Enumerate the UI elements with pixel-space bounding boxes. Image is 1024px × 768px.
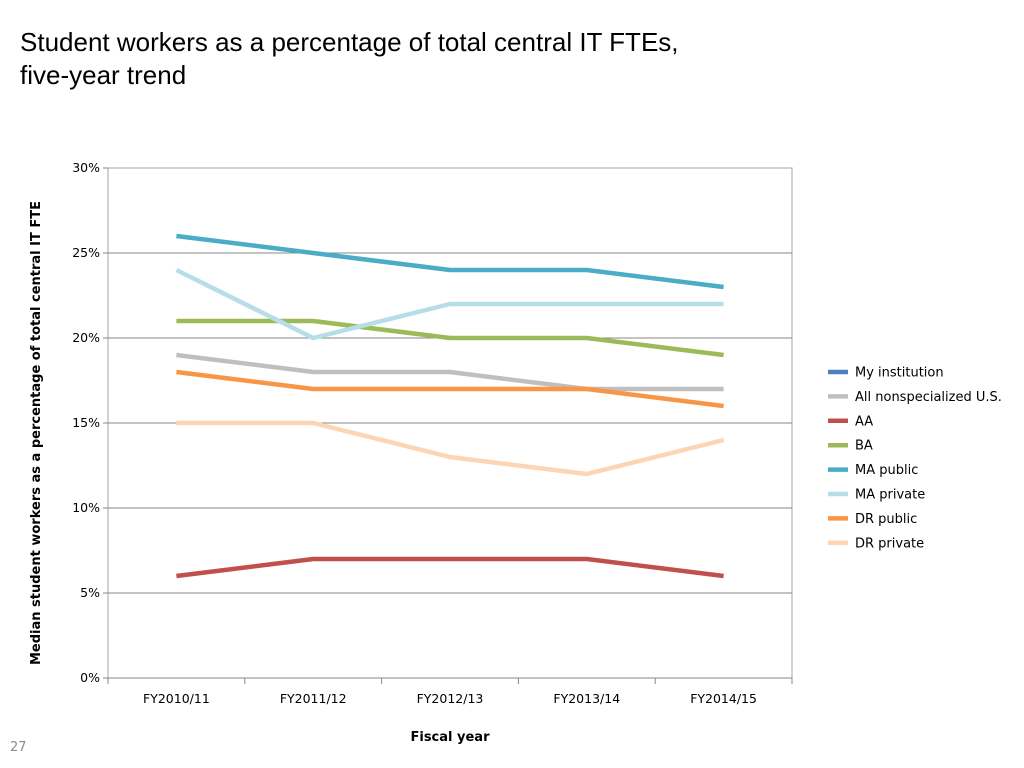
slide-title: Student workers as a percentage of total… <box>20 26 880 92</box>
x-axis-title: Fiscal year <box>410 730 490 745</box>
y-tick-label: 30% <box>72 160 100 175</box>
series-line-dr-private <box>176 420 725 477</box>
series-line-ba <box>176 318 724 358</box>
page-number: 27 <box>10 740 27 755</box>
x-tick-label: FY2010/11 <box>143 691 210 706</box>
slide-title-line-2: five-year trend <box>20 60 187 90</box>
y-tick-label: 10% <box>72 500 100 515</box>
y-tick-label: 5% <box>80 585 100 600</box>
series-line-aa <box>176 556 724 579</box>
slide-title-line-1: Student workers as a percentage of total… <box>20 27 679 57</box>
series-line-ma-private <box>175 267 724 341</box>
y-tick-label: 15% <box>72 415 100 430</box>
x-tick-label: FY2012/13 <box>417 691 484 706</box>
y-tick-label: 0% <box>80 670 100 685</box>
legend-label-all-nonspecialized-u-s: All nonspecialized U.S. <box>855 390 1002 405</box>
y-tick-label: 20% <box>72 330 100 345</box>
y-tick-label: 25% <box>72 245 100 260</box>
series-line-dr-public <box>176 369 724 409</box>
series-line-all-nonspecialized-u-s <box>176 352 724 392</box>
x-tick-label: FY2013/14 <box>553 691 620 706</box>
legend-label-my-institution: My institution <box>855 366 944 381</box>
legend-label-ma-private: MA private <box>855 488 925 503</box>
x-tick-label: FY2011/12 <box>280 691 347 706</box>
legend-label-dr-public: DR public <box>855 512 917 527</box>
x-tick-label: FY2014/15 <box>690 691 757 706</box>
legend-label-ma-public: MA public <box>855 463 918 478</box>
y-axis-title: Median student workers as a percentage o… <box>29 201 44 665</box>
legend-label-ba: BA <box>855 439 873 454</box>
legend-label-aa: AA <box>855 414 873 429</box>
series-line-ma-public <box>176 233 724 290</box>
legend-label-dr-private: DR private <box>855 536 924 551</box>
